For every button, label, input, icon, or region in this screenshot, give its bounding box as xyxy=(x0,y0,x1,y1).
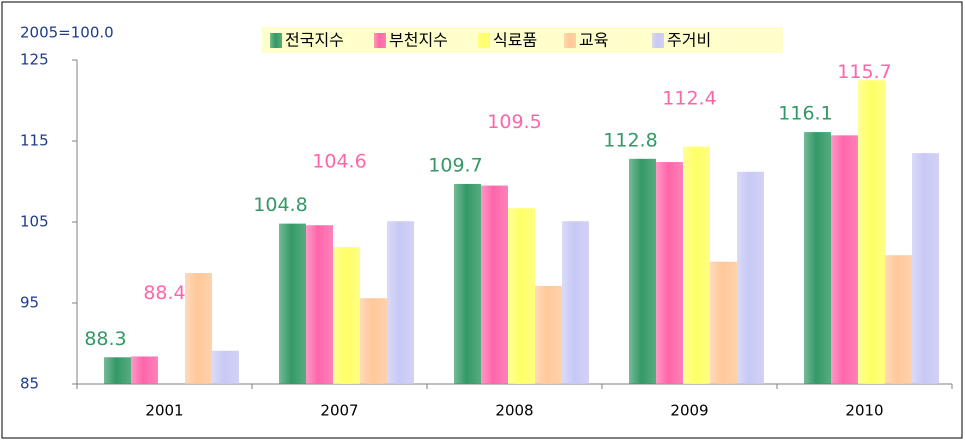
data-label: 104.8 xyxy=(253,194,307,216)
legend-label: 전국지수 xyxy=(285,31,344,50)
y-tick-label: 105 xyxy=(20,213,49,231)
data-label: 104.6 xyxy=(312,151,366,173)
bar xyxy=(360,298,387,384)
legend-swatch xyxy=(652,33,664,48)
bar xyxy=(710,261,737,384)
data-label: 112.4 xyxy=(662,88,716,110)
data-label: 88.3 xyxy=(84,328,126,350)
x-tick-label: 2010 xyxy=(845,402,883,420)
legend-swatch xyxy=(478,33,490,48)
bar xyxy=(562,221,589,384)
x-tick-label: 2008 xyxy=(495,402,533,420)
data-label: 109.7 xyxy=(428,154,482,176)
bar xyxy=(656,162,683,384)
x-tick-label: 2001 xyxy=(145,402,183,420)
bar xyxy=(333,247,360,384)
bar xyxy=(508,208,535,384)
bar xyxy=(737,171,764,384)
x-tick-label: 2007 xyxy=(320,402,358,420)
y-tick-label: 115 xyxy=(20,132,49,150)
legend-label: 부천지수 xyxy=(389,31,448,50)
data-label: 109.5 xyxy=(487,111,541,133)
bar xyxy=(831,135,858,384)
bar xyxy=(535,285,562,384)
y-tick-label: 95 xyxy=(20,294,39,312)
legend-swatch xyxy=(270,33,282,48)
bar xyxy=(185,273,212,384)
bar xyxy=(683,146,710,384)
bar xyxy=(131,356,158,384)
data-label: 115.7 xyxy=(837,61,891,83)
bar xyxy=(629,158,656,384)
bar xyxy=(212,350,239,384)
legend-label: 교육 xyxy=(579,31,608,50)
data-label: 112.8 xyxy=(603,129,657,151)
legend-label: 주거비 xyxy=(667,31,711,50)
bar xyxy=(885,255,912,384)
y-axis-label: 2005=100.0 xyxy=(20,24,114,42)
data-label: 116.1 xyxy=(778,103,832,125)
x-tick-label: 2009 xyxy=(670,402,708,420)
bar xyxy=(306,225,333,384)
bar xyxy=(804,132,831,384)
bar xyxy=(481,185,508,384)
legend-label: 식료품 xyxy=(493,31,537,50)
legend-swatch xyxy=(374,33,386,48)
bar xyxy=(858,80,885,384)
bar xyxy=(104,357,131,384)
legend-box xyxy=(262,27,783,53)
data-label: 88.4 xyxy=(143,282,185,304)
bar xyxy=(912,153,939,384)
y-tick-label: 85 xyxy=(20,375,39,393)
bar xyxy=(279,223,306,384)
bar xyxy=(454,183,481,384)
bar xyxy=(387,221,414,384)
legend-swatch xyxy=(564,33,576,48)
y-tick-label: 125 xyxy=(20,51,49,69)
